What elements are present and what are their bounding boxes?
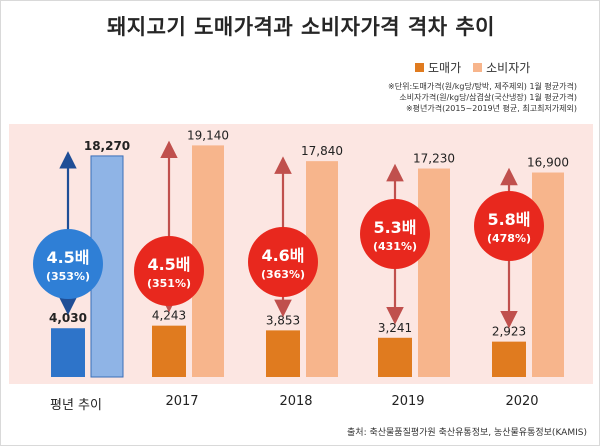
gap-ratio-percent-1: (351%)	[147, 277, 191, 290]
value-label-wholesale-1: 4,243	[152, 309, 186, 323]
source-credit: 출처: 축산물품질평가원 축산유통정보, 농산물유통정보(KAMIS)	[347, 428, 587, 438]
bar-wholesale-1	[152, 325, 186, 377]
bar-consumer-3	[418, 168, 450, 377]
chart-title: 돼지고기 도매가격과 소비자가격 격차 추이	[106, 15, 495, 39]
x-tick-label-1: 2017	[165, 394, 199, 409]
gap-ratio-times-1: 4.5배	[147, 255, 190, 274]
note-line-1: ※단위:도매가격(원/kg당/탕박, 제주제외) 1월 평균가격)	[388, 82, 577, 91]
value-label-wholesale-2: 3,853	[266, 313, 300, 327]
value-label-consumer-2: 17,840	[301, 144, 343, 158]
legend-swatch-wholesale	[415, 62, 424, 72]
value-label-consumer-0: 18,270	[84, 139, 130, 153]
chart-panel: 4,030 18,270 4.5배 (353%) 4,243 19,140 4.5배 (351…	[9, 124, 593, 384]
bar-wholesale-3	[378, 337, 412, 377]
note-line-2: 소비자가격(원/kg당/삼겹살(국산냉장) 1월 평균가격)	[399, 93, 577, 102]
chart-svg: 4,030 18,270 4.5배 (353%) 4,243 19,140 4.5배 (351…	[33, 128, 569, 378]
value-label-consumer-4: 16,900	[527, 156, 569, 170]
legend-item-wholesale: 도매가	[415, 59, 461, 76]
legend-label-consumer: 소비자가	[486, 60, 531, 75]
gap-ratio-bubble-4	[474, 191, 544, 261]
chart-legend: 도매가 소비자가	[415, 59, 542, 75]
gap-ratio-percent-3: (431%)	[373, 240, 417, 253]
legend-label-wholesale: 도매가	[428, 60, 462, 75]
unit-notes: ※단위:도매가격(원/kg당/탕박, 제주제외) 1월 평균가격) 소비자가격(…	[297, 81, 577, 114]
gap-ratio-times-0: 4.5배	[46, 248, 89, 267]
value-label-wholesale-3: 3,241	[378, 321, 412, 335]
gap-ratio-times-3: 5.3배	[373, 218, 416, 237]
gap-ratio-bubble-1	[134, 236, 204, 306]
legend-swatch-consumer	[473, 62, 483, 72]
gap-ratio-times-2: 4.6배	[261, 246, 304, 265]
value-label-consumer-1: 19,140	[187, 128, 229, 142]
gap-ratio-bubble-0	[33, 229, 103, 299]
x-tick-label-4: 2020	[505, 394, 539, 409]
x-tick-label-0: 평년 추이	[50, 398, 102, 413]
value-label-wholesale-0: 4,030	[49, 311, 87, 325]
gap-ratio-times-4: 5.8배	[487, 210, 530, 229]
bar-wholesale-4	[492, 341, 526, 377]
value-label-wholesale-4: 2,923	[492, 325, 526, 339]
value-label-consumer-3: 17,230	[413, 152, 455, 166]
gap-ratio-percent-0: (353%)	[46, 270, 90, 283]
x-tick-label-2: 2018	[279, 394, 313, 409]
gap-ratio-percent-2: (363%)	[261, 268, 305, 281]
bar-wholesale-0	[51, 328, 85, 377]
legend-item-consumer: 소비자가	[473, 59, 530, 76]
gap-ratio-bubble-2	[248, 227, 318, 297]
gap-ratio-bubble-3	[360, 199, 430, 269]
bar-wholesale-2	[266, 330, 300, 377]
x-tick-label-3: 2019	[391, 394, 425, 409]
bar-consumer-4	[532, 172, 564, 377]
gap-ratio-percent-4: (478%)	[487, 232, 531, 245]
note-line-3: ※평년가격(2015~2019년 평균, 최고최저가제외)	[405, 104, 577, 113]
